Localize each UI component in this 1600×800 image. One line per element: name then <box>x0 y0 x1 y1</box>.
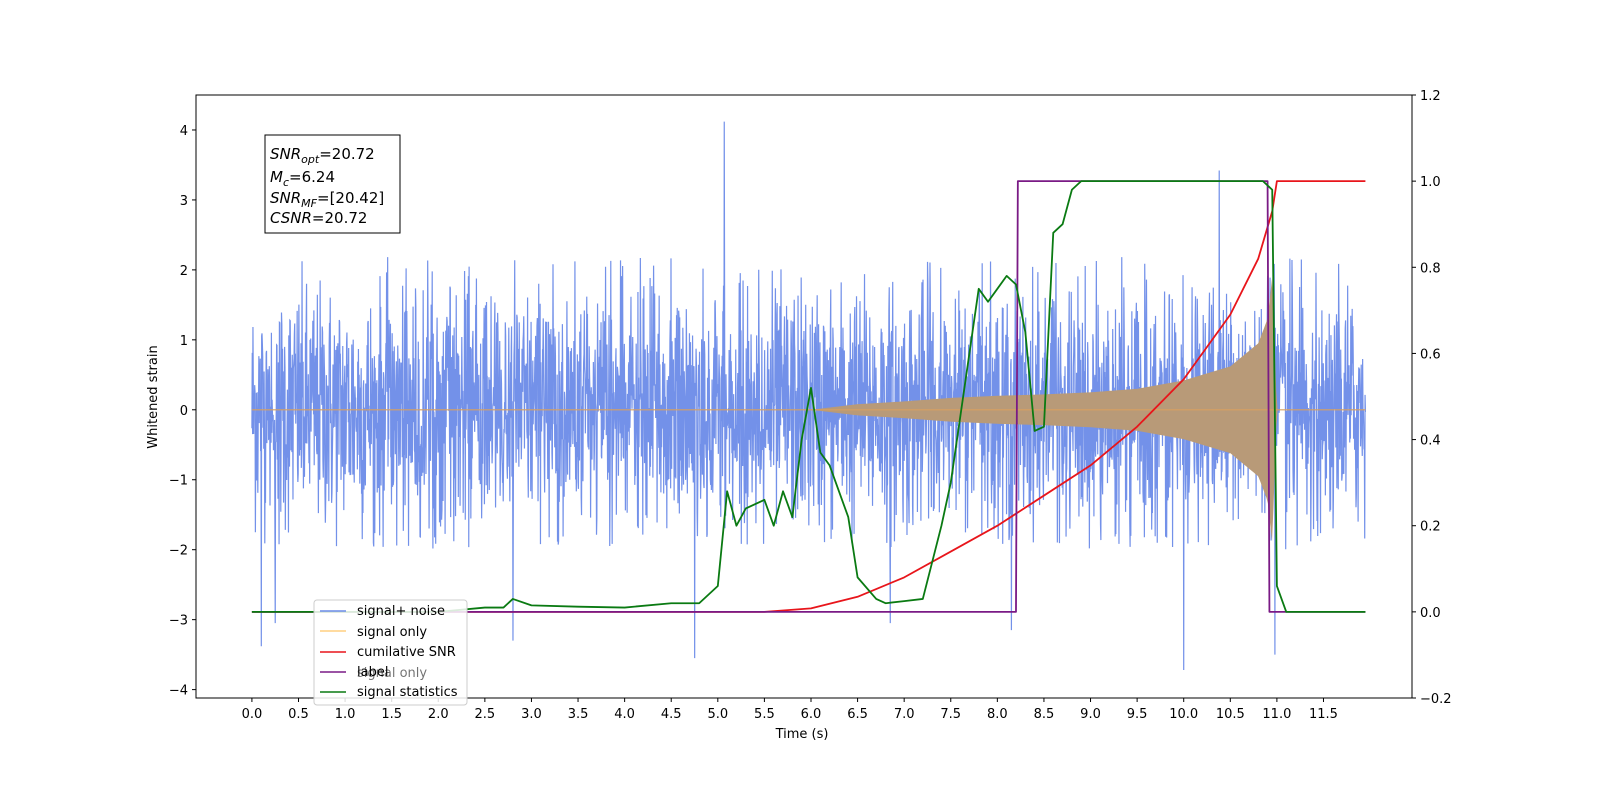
legend-label-label: label <box>357 665 388 680</box>
x-tick-label: 2.0 <box>428 707 449 722</box>
y-tick-label: 1 <box>180 334 188 349</box>
y-tick-label: −3 <box>169 614 188 629</box>
x-tick-label: 11.5 <box>1309 707 1338 722</box>
x-tick-label: 8.0 <box>987 707 1008 722</box>
y-tick-label: 2 <box>180 264 188 279</box>
y-tick-label: 3 <box>180 194 188 209</box>
annotation-mc: Mc=6.24 <box>270 168 335 189</box>
legend-label-signal-noise: signal+ noise <box>357 604 445 619</box>
x-tick-label: 9.5 <box>1127 707 1148 722</box>
x-tick-label: 0.5 <box>288 707 309 722</box>
y2-tick-label: 0.8 <box>1420 261 1441 276</box>
x-tick-label: 5.5 <box>754 707 775 722</box>
x-tick-label: 8.5 <box>1034 707 1055 722</box>
legend-label-ghost: signal only <box>357 666 427 681</box>
annotation-snr-mf: SNRMF=[20.42] <box>270 189 384 210</box>
y-axis-label: Whitened strain <box>146 345 161 448</box>
annotation-snr-opt: SNRopt=20.72 <box>270 145 375 166</box>
x-tick-label: 10.5 <box>1216 707 1245 722</box>
y-tick-label: −1 <box>169 474 188 489</box>
x-tick-label: 7.5 <box>940 707 961 722</box>
x-tick-label: 1.0 <box>335 707 356 722</box>
legend-label-cumulative-snr: cumilative SNR <box>357 645 456 660</box>
x-tick-label: 10.0 <box>1169 707 1198 722</box>
series-signal-statistics <box>251 180 1366 613</box>
y2-tick-label: −0.2 <box>1420 692 1452 707</box>
annotation-box: SNRopt=20.72 Mc=6.24 SNRMF=[20.42] CSNR=… <box>264 134 401 234</box>
y2-tick-label: 1.0 <box>1420 175 1441 190</box>
y-axis-left: −4 −3 −2 −1 0 1 2 3 4 <box>169 124 196 699</box>
x-tick-label: 5.0 <box>707 707 728 722</box>
x-tick-label: 6.5 <box>847 707 868 722</box>
y2-tick-label: 0.6 <box>1420 347 1441 362</box>
y-tick-label: 4 <box>180 124 188 139</box>
x-tick-label: 4.5 <box>661 707 682 722</box>
y2-tick-label: 0.0 <box>1420 606 1441 621</box>
y-tick-label: −4 <box>169 684 188 699</box>
annotation-csnr: CSNR=20.72 <box>270 209 367 227</box>
x-tick-label: 4.0 <box>614 707 635 722</box>
legend: signal+ noise signal only cumilative SNR… <box>313 599 468 706</box>
x-tick-label: 0.0 <box>242 707 263 722</box>
x-tick-label: 1.5 <box>381 707 402 722</box>
y2-tick-label: 0.2 <box>1420 520 1441 535</box>
plot-area <box>251 121 1367 671</box>
y-tick-label: 0 <box>180 404 188 419</box>
series-cumulative-snr <box>251 180 1366 613</box>
x-tick-label: 7.0 <box>894 707 915 722</box>
y-tick-label: −2 <box>169 544 188 559</box>
x-tick-label: 11.0 <box>1262 707 1291 722</box>
x-tick-label: 9.0 <box>1080 707 1101 722</box>
plot-frame <box>195 94 1413 699</box>
x-tick-label: 3.0 <box>521 707 542 722</box>
y-axis-right: −0.2 0.0 0.2 0.4 0.6 0.8 1.0 1.2 <box>1412 89 1452 707</box>
x-axis: 0.0 0.5 1.0 1.5 2.0 2.5 3.0 3.5 4.0 4.5 5.0 5.5 6.0 6… <box>242 698 1338 722</box>
legend-label-signal-statistics: signal statistics <box>357 685 458 700</box>
x-axis-label: Time (s) <box>775 727 829 742</box>
y2-tick-label: 0.4 <box>1420 434 1441 449</box>
y2-tick-label: 1.2 <box>1420 89 1441 104</box>
x-tick-label: 3.5 <box>568 707 589 722</box>
x-tick-label: 2.5 <box>475 707 496 722</box>
x-tick-label: 6.0 <box>801 707 822 722</box>
legend-label-signal-only: signal only <box>357 625 427 640</box>
